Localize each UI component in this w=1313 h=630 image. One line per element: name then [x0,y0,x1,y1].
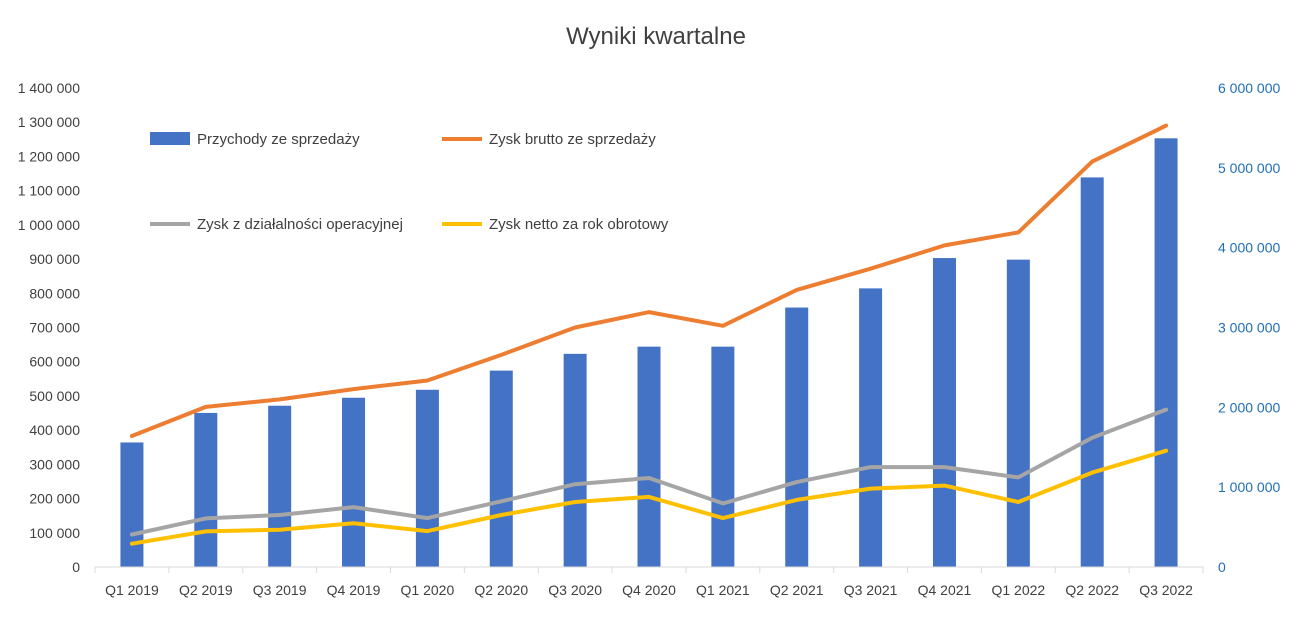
legend-swatch [150,132,190,145]
x-tick-label: Q2 2019 [179,582,233,598]
y-left-tick-label: 1 300 000 [18,114,80,130]
bar [1154,138,1178,568]
x-tick-label: Q1 2020 [401,582,455,598]
y-left-tick-label: 700 000 [29,320,80,336]
x-tick-label: Q3 2022 [1139,582,1193,598]
y-left-tick-label: 1 000 000 [18,217,80,233]
y-left-tick-label: 800 000 [29,285,80,301]
y-right-tick-label: 0 [1218,559,1226,575]
legend-label: Zysk z działalności operacyjnej [197,216,403,233]
bar [932,258,956,567]
x-tick-label: Q4 2020 [622,582,676,598]
legend-label: Zysk brutto ze sprzedaży [489,131,656,148]
y-left-tick-label: 1 400 000 [18,80,80,96]
x-tick-label: Q3 2020 [548,582,602,598]
bar [415,389,439,567]
y-right-tick-label: 5 000 000 [1218,160,1280,176]
y-left-tick-label: 300 000 [29,456,80,472]
y-right-tick-label: 2 000 000 [1218,399,1280,415]
x-tick-label: Q1 2021 [696,582,750,598]
y-left-tick-label: 200 000 [29,491,80,507]
x-tick-label: Q3 2019 [253,582,307,598]
bar [1080,177,1104,567]
y-left-tick-label: 400 000 [29,422,80,438]
bar [859,288,883,567]
y-left-tick-label: 900 000 [29,251,80,267]
series-line [129,448,1169,546]
y-left-tick-label: 500 000 [29,388,80,404]
y-left-tick-label: 0 [72,559,80,575]
bar [563,353,587,567]
legend-item: Przychody ze sprzedaży [150,131,360,148]
bar [342,397,366,567]
chart-title: Wyniki kwartalne [566,23,746,50]
series-line [129,123,1169,438]
x-tick-label: Q2 2021 [770,582,824,598]
y-right-tick-label: 4 000 000 [1218,240,1280,256]
x-tick-label: Q2 2020 [474,582,528,598]
bar [711,346,735,567]
legend-item: Zysk brutto ze sprzedaży [442,131,656,148]
y-left-tick-label: 1 100 000 [18,183,80,199]
series-line [129,407,1169,537]
legend-label: Przychody ze sprzedaży [197,131,360,148]
legend-label: Zysk netto za rok obrotowy [489,216,669,233]
bar [120,442,144,567]
x-tick-label: Q4 2019 [327,582,381,598]
x-tick-label: Q2 2022 [1065,582,1119,598]
x-tick-label: Q3 2021 [844,582,898,598]
x-tick-label: Q4 2021 [918,582,972,598]
bar [268,405,292,567]
bar [194,412,218,567]
bar [1006,259,1030,567]
y-left-tick-label: 100 000 [29,525,80,541]
bar [637,346,661,567]
bar [489,370,513,567]
legend-item: Zysk z działalności operacyjnej [150,216,403,233]
x-tick-label: Q1 2019 [105,582,159,598]
y-left-tick-label: 600 000 [29,354,80,370]
legend-item: Zysk netto za rok obrotowy [442,216,669,233]
y-right-tick-label: 1 000 000 [1218,479,1280,495]
y-left-tick-label: 1 200 000 [18,148,80,164]
y-right-tick-label: 3 000 000 [1218,320,1280,336]
y-right-tick-label: 6 000 000 [1218,80,1280,96]
bar [785,307,809,567]
x-tick-label: Q1 2022 [991,582,1045,598]
